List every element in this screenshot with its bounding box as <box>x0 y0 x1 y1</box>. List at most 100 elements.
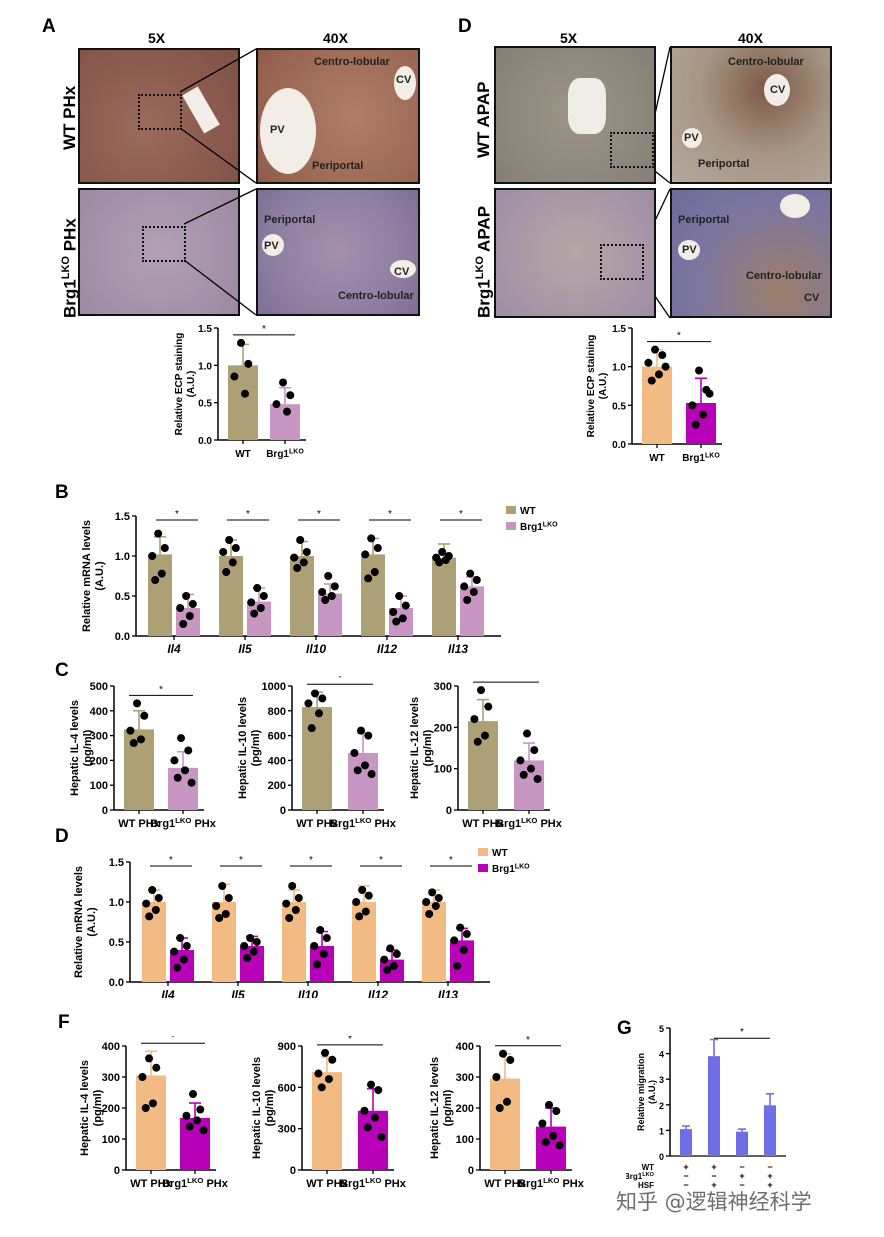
x-tick-label: Il13 <box>438 988 458 998</box>
bar <box>168 767 198 810</box>
significance-star: * <box>309 855 313 866</box>
data-point <box>691 420 700 429</box>
data-point <box>160 544 169 552</box>
data-point <box>425 910 434 918</box>
y-tick-label: 400 <box>268 755 286 767</box>
data-point <box>361 907 370 916</box>
data-point <box>330 582 339 591</box>
data-point <box>179 620 188 628</box>
x-tick-label: WT <box>649 453 665 464</box>
x-tick-label: WT PHx <box>462 818 504 830</box>
y-tick-label: 1.5 <box>198 324 212 335</box>
data-point <box>237 338 246 347</box>
data-point <box>548 1131 557 1140</box>
y-tick-label: 2 <box>659 1101 664 1111</box>
x-tick-label: WT PHx <box>296 818 338 830</box>
y-tick-label: 1.0 <box>612 363 626 374</box>
y-tick-label: 1.5 <box>109 857 124 869</box>
data-point <box>253 584 262 592</box>
y-tick-label: 0.5 <box>115 591 130 603</box>
y-tick-label: 400 <box>102 1041 120 1053</box>
centro-lobular-label: Centro-lobular <box>746 270 822 282</box>
y-tick-label: 0.0 <box>198 436 212 447</box>
panel-a-5x-header: 5X <box>148 30 166 46</box>
pv-label: PV <box>682 244 697 256</box>
cv-label: CV <box>770 84 786 96</box>
bar <box>686 403 716 444</box>
brg1-apap-40x-image: Periportal PV Centro-lobular CV <box>670 188 832 318</box>
data-point <box>422 898 431 906</box>
y-tick-label: 1.5 <box>612 324 626 335</box>
data-point <box>435 558 444 567</box>
bar <box>642 366 672 444</box>
data-point <box>380 955 389 964</box>
cv-label: CV <box>804 292 820 304</box>
condition-sign: + <box>711 1162 716 1172</box>
pv-label: PV <box>684 132 699 144</box>
data-point <box>555 1141 564 1150</box>
data-point <box>688 401 697 410</box>
data-point <box>386 944 395 953</box>
bar <box>490 1078 520 1170</box>
data-point <box>480 731 489 740</box>
data-point <box>695 366 704 375</box>
data-point <box>383 966 392 974</box>
data-point <box>499 1049 508 1058</box>
y-tick-label: 300 <box>434 681 452 693</box>
y-axis-title: Relative ECP staining(A.U.) <box>174 333 197 436</box>
bar <box>312 1072 342 1170</box>
data-point <box>152 1063 161 1072</box>
bar <box>432 557 456 636</box>
data-point <box>360 761 369 770</box>
data-point <box>373 544 382 552</box>
legend-swatch <box>506 522 516 530</box>
data-point <box>154 529 163 538</box>
data-point <box>654 370 663 379</box>
y-tick-label: 100 <box>90 780 108 792</box>
data-point <box>272 400 281 409</box>
y-tick-label: 600 <box>268 731 286 743</box>
y-tick-label: 1000 <box>262 681 286 693</box>
y-tick-label: 0.5 <box>109 937 124 949</box>
data-point <box>314 1069 323 1078</box>
data-point <box>434 894 443 902</box>
condition-sign: − <box>739 1180 744 1190</box>
x-tick-label: Brg1LKO <box>682 453 720 465</box>
bar <box>142 902 166 982</box>
data-point <box>151 906 160 914</box>
x-tick-label: Il10 <box>306 642 326 656</box>
data-point <box>199 1126 208 1135</box>
significance-star: * <box>246 509 250 520</box>
legend-label: Brg1LKO <box>492 864 530 876</box>
x-tick-label: Il10 <box>298 988 318 998</box>
y-axis-title: Hepatic IL-10 levels(pg/ml) <box>237 697 262 799</box>
x-tick-label: Il12 <box>377 642 397 656</box>
data-point <box>470 715 479 724</box>
significance-star: * <box>526 1036 530 1046</box>
data-point <box>224 894 233 902</box>
condition-label: Brg1LKO <box>626 1172 655 1181</box>
data-point <box>145 1054 154 1063</box>
x-tick-label: Il4 <box>161 988 175 998</box>
data-point <box>370 1113 379 1122</box>
x-tick-label: Brg1LKO PHx <box>150 816 217 830</box>
centro-lobular-label: Centro-lobular <box>338 290 414 302</box>
data-point <box>231 544 240 552</box>
wt-apap-5x-image <box>494 46 656 184</box>
data-point <box>180 766 189 775</box>
data-point <box>296 536 305 544</box>
data-point <box>321 596 330 604</box>
x-tick-label: Brg1LKO PHx <box>340 1176 407 1190</box>
data-point <box>647 376 656 385</box>
y-tick-label: 800 <box>268 706 286 718</box>
data-point <box>187 778 196 787</box>
data-point <box>310 942 319 950</box>
data-point <box>389 608 398 616</box>
data-point <box>352 898 361 906</box>
data-point <box>469 588 478 596</box>
significance-star: * <box>504 676 508 682</box>
y-tick-label: 300 <box>90 731 108 743</box>
data-point <box>313 960 322 969</box>
